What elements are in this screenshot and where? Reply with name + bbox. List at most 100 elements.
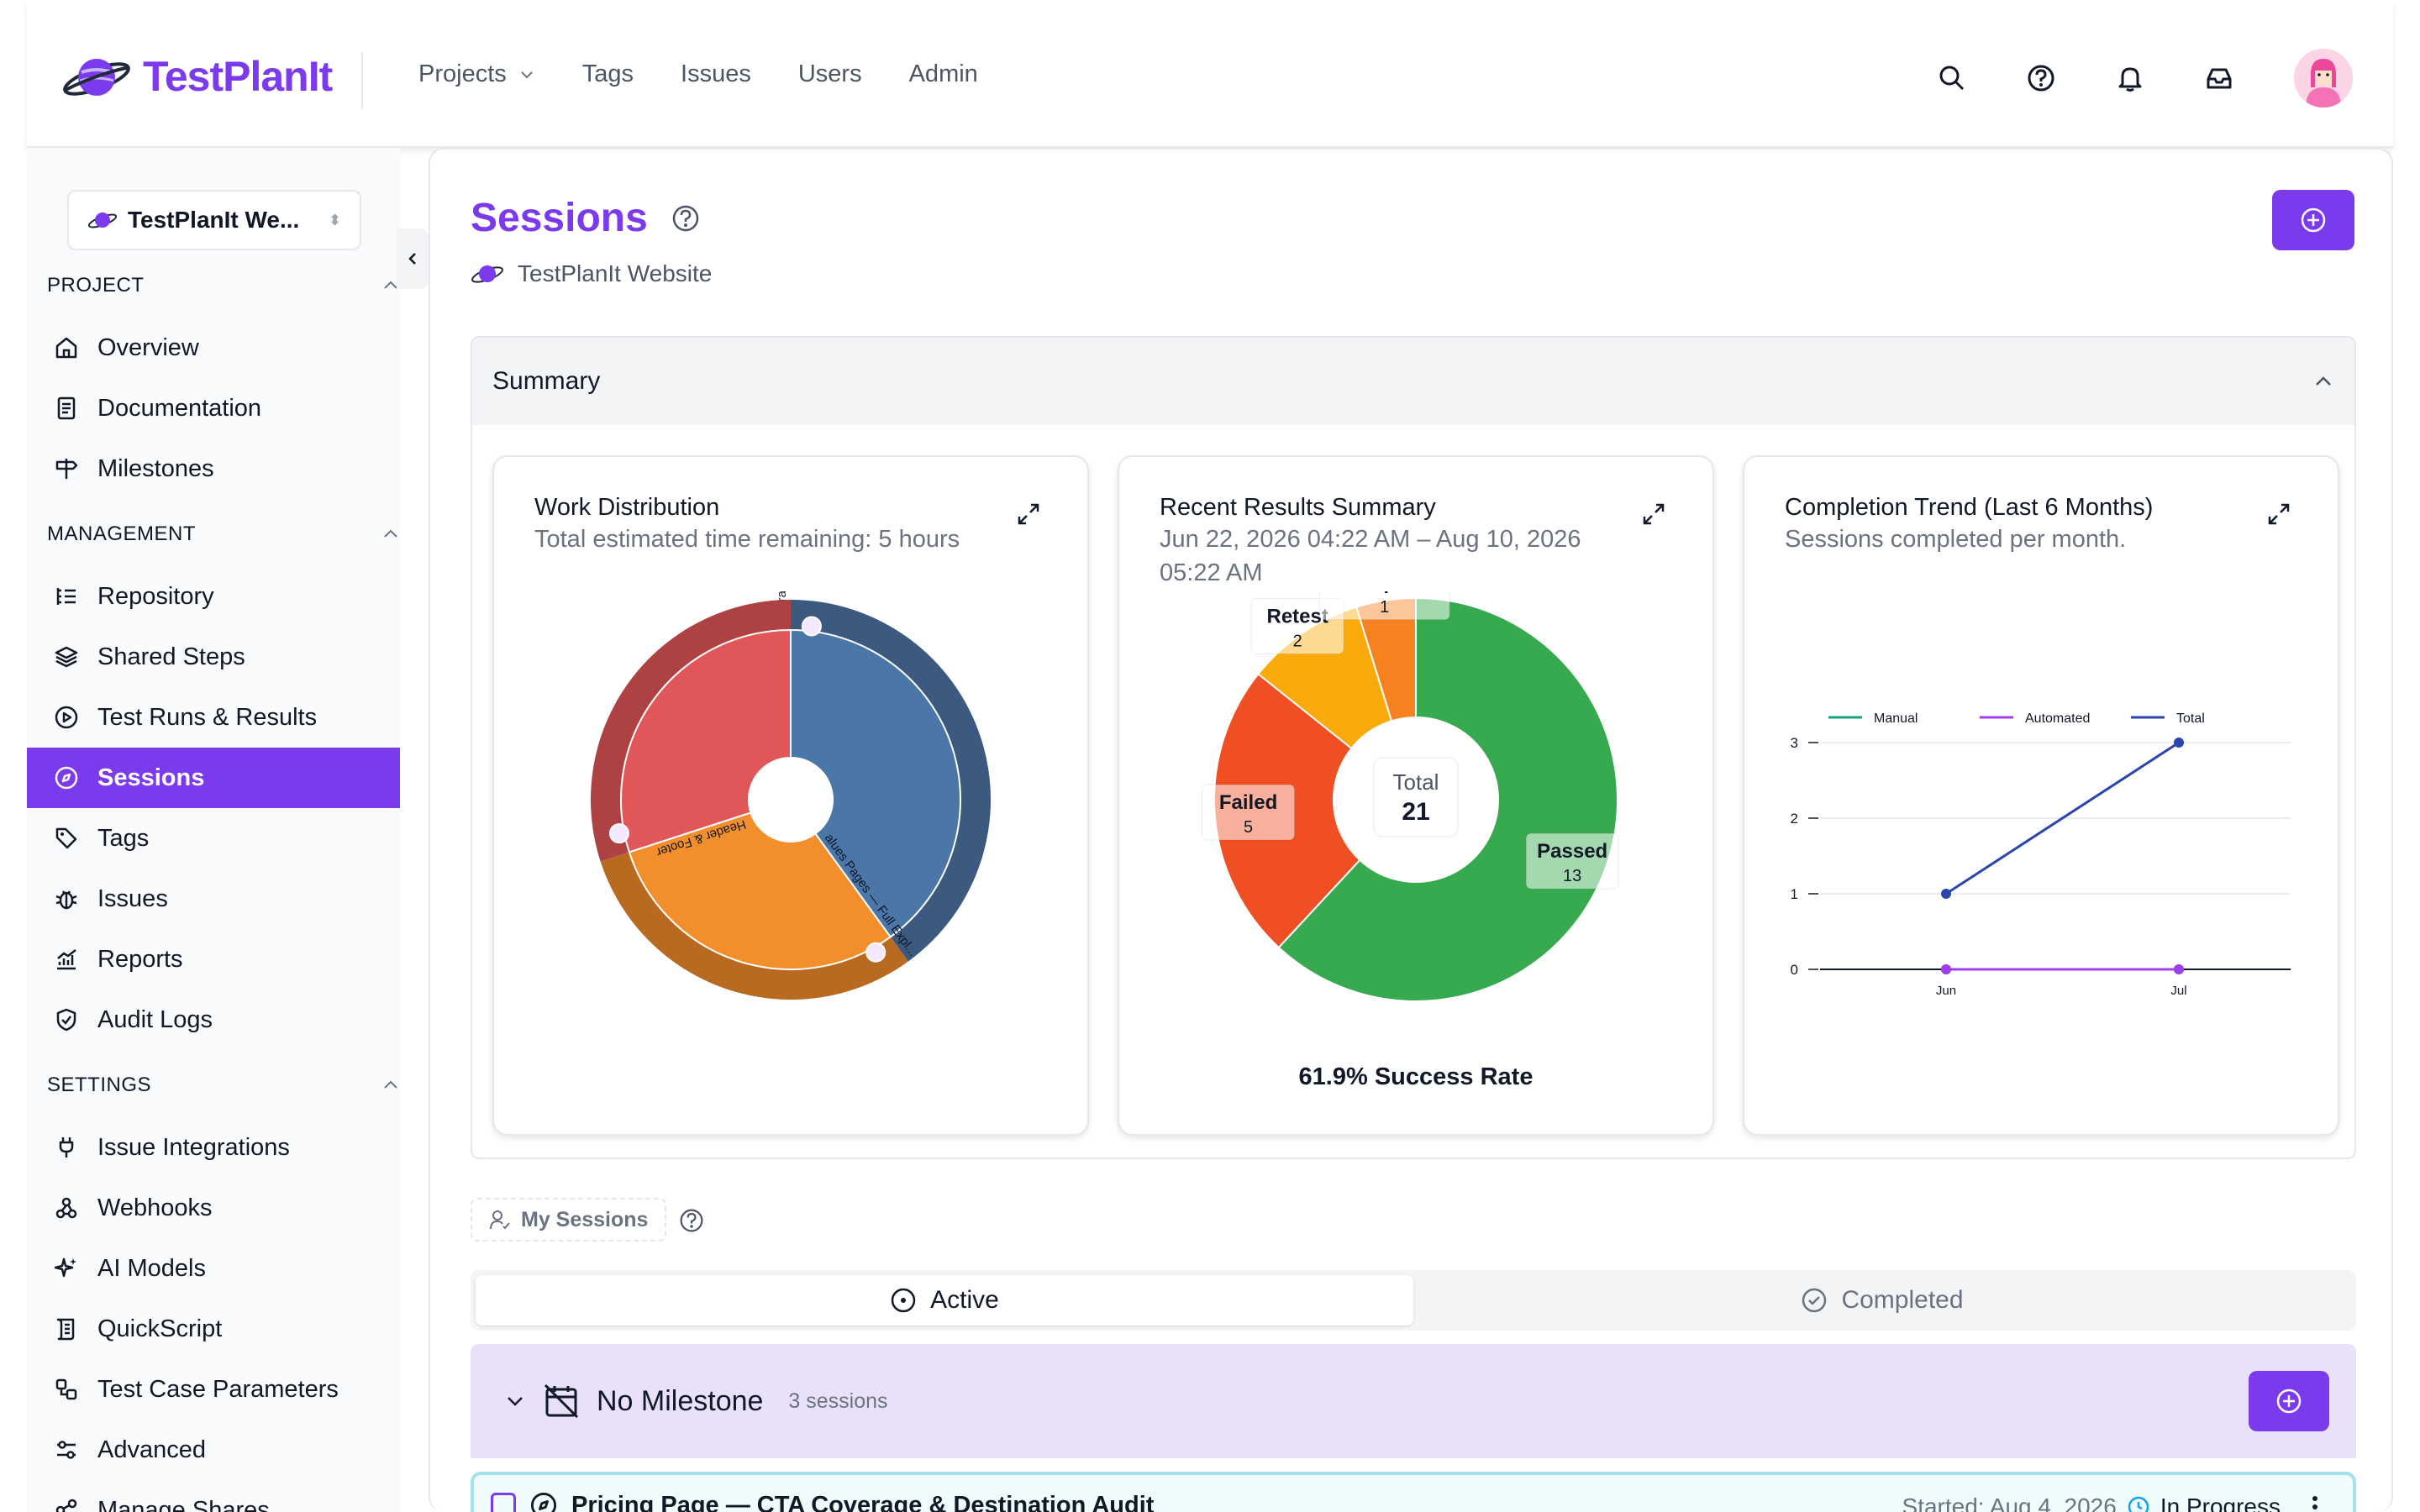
sidebar-item-label: Reports (97, 945, 183, 973)
work-distribution-title: Work Distribution (534, 494, 720, 521)
search-icon[interactable] (1938, 64, 1966, 92)
recent-results-card: Recent Results Summary Jun 22, 2026 04:2… (1118, 455, 1714, 1136)
data-point[interactable] (1941, 964, 1951, 974)
result-label-name: Retest (1266, 605, 1328, 627)
result-slice[interactable] (1277, 596, 1618, 1002)
add-session-button[interactable] (2272, 190, 2354, 250)
document-icon (54, 396, 79, 421)
sidebar-item-sessions[interactable]: Sessions (27, 748, 400, 808)
app-logo[interactable]: TestPlanIt (60, 47, 333, 106)
sidebar-item-quickscript[interactable]: QuickScript (27, 1299, 400, 1359)
sidebar-item-ai-models[interactable]: AI Models (27, 1238, 400, 1299)
legend-label[interactable]: Total (2176, 711, 2205, 726)
data-point[interactable] (1941, 889, 1951, 899)
chevron-up-icon (381, 276, 400, 295)
milestone-group-header[interactable]: No Milestone 3 sessions (471, 1344, 2356, 1458)
x-tick-label: Jun (1936, 984, 1956, 998)
session-tabs: Active Completed (471, 1270, 2356, 1331)
sidebar-item-label: QuickScript (97, 1315, 223, 1342)
project-selector[interactable]: TestPlanIt We... ⬍ (67, 190, 361, 250)
data-point[interactable] (2174, 738, 2184, 748)
help-icon[interactable] (2027, 64, 2055, 92)
user-avatar[interactable] (2294, 49, 2353, 108)
milestone-name: No Milestone (597, 1384, 764, 1417)
result-label-value: 1 (1380, 598, 1389, 617)
sidebar-item-issue-integrations[interactable]: Issue Integrations (27, 1117, 400, 1178)
help-circle-icon[interactable] (679, 1208, 704, 1233)
result-label: Failed 5 (1202, 784, 1296, 841)
success-rate: 61.9% Success Rate (1298, 1063, 1534, 1090)
result-label-name: Failed (1219, 791, 1277, 814)
top-bar: TestPlanIt Projects Tags Issues Users Ad… (27, 0, 2393, 148)
my-sessions-filter[interactable]: My Sessions (471, 1198, 667, 1242)
more-vertical-icon[interactable] (2311, 1494, 2319, 1512)
tab-completed[interactable]: Completed (1413, 1275, 2351, 1326)
summary-header[interactable]: Summary (472, 338, 2354, 425)
section-management-header[interactable]: MANAGEMENT (47, 522, 400, 546)
sidebar-item-reports[interactable]: Reports (27, 929, 400, 990)
chart-icon (54, 947, 79, 972)
nav-tags[interactable]: Tags (581, 60, 634, 87)
sidebar-item-webhooks[interactable]: Webhooks (27, 1178, 400, 1238)
sidebar-item-test-runs[interactable]: Test Runs & Results (27, 687, 400, 748)
inbox-icon[interactable] (2205, 64, 2233, 92)
section-management-title: MANAGEMENT (47, 522, 197, 545)
nav-issues[interactable]: Issues (681, 60, 751, 87)
nav-users[interactable]: Users (797, 60, 862, 87)
y-tick-label: 1 (1791, 886, 1798, 902)
sparkles-icon (54, 1256, 79, 1281)
legend-label[interactable]: Automated (2025, 711, 2090, 726)
sidebar-item-label: Sessions (97, 764, 205, 791)
sidebar-item-manage-shares[interactable]: Manage Shares (27, 1480, 400, 1512)
recent-results-title: Recent Results Summary (1160, 494, 1436, 521)
sidebar-collapse-button[interactable] (397, 228, 429, 289)
my-sessions-label: My Sessions (521, 1207, 649, 1231)
sidebar-item-advanced[interactable]: Advanced (27, 1420, 400, 1480)
app-name: TestPlanIt (143, 53, 333, 100)
nav-projects[interactable]: Projects (418, 60, 535, 88)
sidebar-item-overview[interactable]: Overview (27, 318, 400, 378)
session-title[interactable]: Pricing Page — CTA Coverage & Destinatio… (571, 1491, 1155, 1512)
data-point[interactable] (2174, 964, 2184, 974)
sidebar-item-test-case-parameters[interactable]: Test Case Parameters (27, 1359, 400, 1420)
sidebar-item-audit-logs[interactable]: Audit Logs (27, 990, 400, 1050)
section-project-header[interactable]: PROJECT (47, 274, 400, 297)
session-row[interactable]: Pricing Page — CTA Coverage & Destinatio… (471, 1472, 2356, 1512)
expand-icon[interactable] (1640, 501, 1667, 528)
legend-label[interactable]: Manual (1874, 711, 1918, 726)
sidebar-item-shared-steps[interactable]: Shared Steps (27, 627, 400, 687)
work-segment-outer (600, 852, 908, 1000)
expand-icon[interactable] (2265, 501, 2292, 528)
shield-check-icon (54, 1007, 79, 1032)
session-checkbox[interactable] (491, 1493, 516, 1512)
tab-active[interactable]: Active (476, 1275, 1413, 1326)
chevron-down-icon (518, 66, 535, 83)
milestone-add-button[interactable] (2249, 1371, 2329, 1431)
share-icon (54, 1498, 79, 1512)
planet-icon (471, 260, 504, 287)
completion-trend-card: Completion Trend (Last 6 Months) Session… (1743, 455, 2339, 1136)
sidebar-item-milestones[interactable]: Milestones (27, 438, 400, 499)
sidebar-item-repository[interactable]: Repository (27, 566, 400, 627)
help-circle-icon[interactable] (671, 204, 700, 233)
summary-title: Summary (492, 367, 601, 395)
assignee-avatar (801, 616, 822, 637)
sidebar-item-documentation[interactable]: Documentation (27, 378, 400, 438)
bell-icon[interactable] (2116, 64, 2144, 92)
sidebar-item-issues[interactable]: Issues (27, 869, 400, 929)
total-label: Total (1393, 769, 1439, 795)
plug-icon (54, 1135, 79, 1160)
sidebar-item-label: Webhooks (97, 1194, 213, 1221)
sidebar-item-tags[interactable]: Tags (27, 808, 400, 869)
expand-icon[interactable] (1015, 501, 1042, 528)
main-nav: Projects Tags Issues Users Admin (418, 60, 1025, 88)
section-settings-header[interactable]: SETTINGS (47, 1074, 400, 1097)
sidebar-item-label: Milestones (97, 454, 214, 482)
nav-admin[interactable]: Admin (908, 60, 978, 87)
result-label-value: 5 (1244, 818, 1253, 837)
chevron-down-icon[interactable] (504, 1390, 526, 1412)
assignee-avatar (608, 823, 629, 844)
result-label-name: Passed (1537, 840, 1607, 863)
series-line (1945, 741, 2180, 895)
recent-results-chart: Passed 13 Failed 5 Retest 2 Exception 1 Total 21 (1202, 591, 1619, 1002)
